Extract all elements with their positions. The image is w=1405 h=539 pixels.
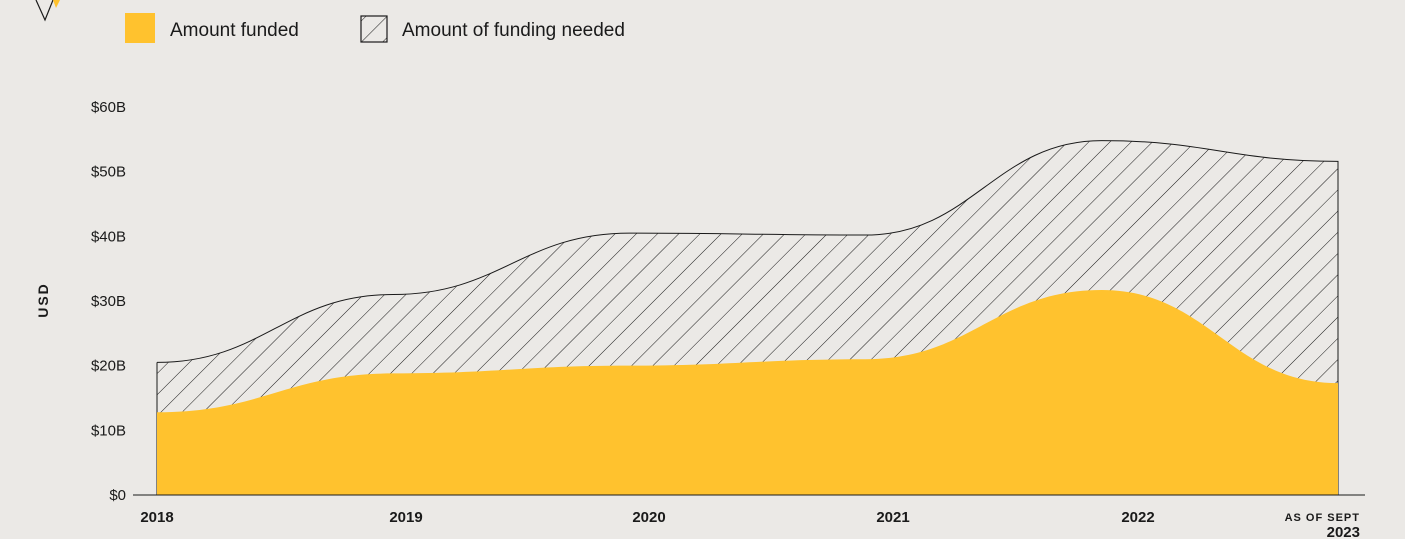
y-tick-label: $10B bbox=[91, 422, 126, 439]
x-tick-label: 2020 bbox=[632, 509, 665, 526]
x-tick-label: 2022 bbox=[1121, 509, 1154, 526]
y-tick-label: $50B bbox=[91, 164, 126, 181]
y-tick-label: $40B bbox=[91, 228, 126, 245]
x-tick-label: 2021 bbox=[876, 509, 909, 526]
legend-swatch-funded bbox=[125, 13, 155, 43]
y-tick-label: $0 bbox=[109, 487, 126, 504]
series-funded-area bbox=[157, 290, 1338, 495]
y-tick-label: $20B bbox=[91, 358, 126, 375]
legend-label-needed: Amount of funding needed bbox=[402, 20, 625, 41]
x-tick-label: AS OF SEPT bbox=[1285, 512, 1360, 524]
y-axis-label: USD bbox=[35, 282, 51, 318]
x-tick-label: 2018 bbox=[140, 509, 173, 526]
plot-areas bbox=[156, 140, 1339, 496]
y-axis-ticks: $0 $10B $20B $30B $40B $50B $60B bbox=[91, 99, 126, 504]
x-tick-label: 2019 bbox=[389, 509, 422, 526]
logo-fragment-icon bbox=[35, 0, 60, 22]
x-tick-label-line2: 2023 bbox=[1327, 524, 1360, 539]
y-tick-label: $30B bbox=[91, 293, 126, 310]
legend-swatch-needed bbox=[360, 15, 388, 43]
legend: Amount funded Amount of funding needed bbox=[125, 13, 625, 43]
legend-label-funded: Amount funded bbox=[170, 20, 299, 41]
y-tick-label: $60B bbox=[91, 99, 126, 116]
